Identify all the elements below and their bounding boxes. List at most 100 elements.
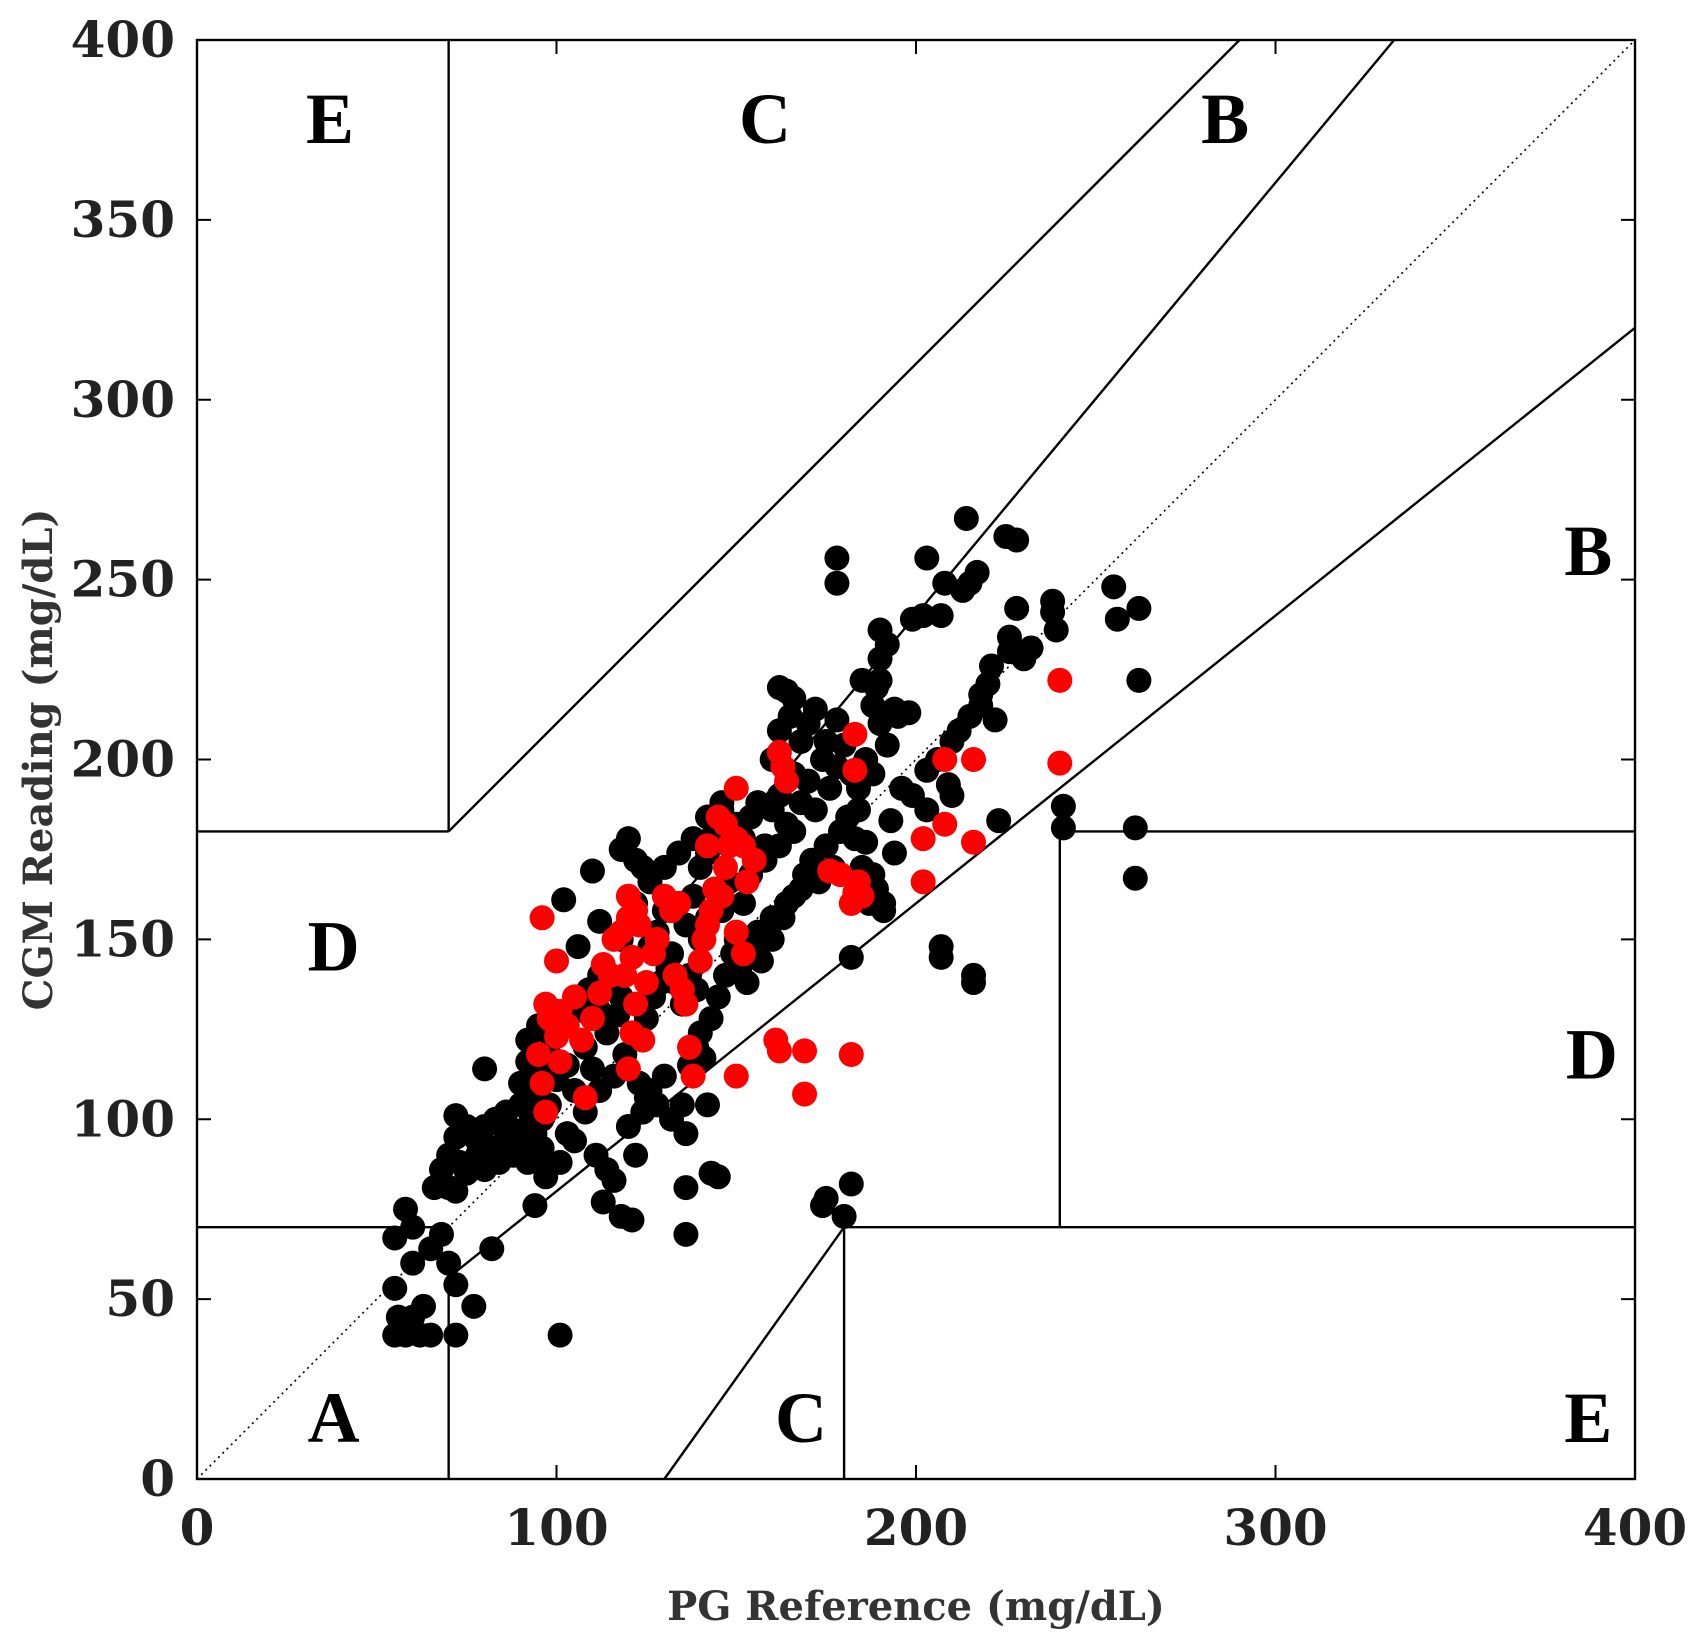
data-point <box>587 980 613 1006</box>
data-point <box>579 858 605 884</box>
data-point <box>709 883 735 909</box>
data-point <box>712 854 738 880</box>
data-point <box>569 1027 595 1053</box>
data-point <box>533 1099 559 1125</box>
data-point <box>428 1221 454 1247</box>
y-tick-label: 300 <box>71 370 175 429</box>
data-point <box>813 1185 839 1211</box>
data-point <box>961 747 987 772</box>
zone-label: B <box>1201 79 1249 159</box>
data-point <box>835 804 861 830</box>
data-point <box>551 887 577 913</box>
data-point <box>766 1038 792 1064</box>
x-tick-label: 400 <box>1583 1498 1687 1557</box>
data-point <box>623 1142 649 1168</box>
y-tick-label: 0 <box>140 1449 175 1508</box>
data-point <box>673 1175 699 1201</box>
data-point <box>910 603 936 629</box>
data-point <box>842 757 868 783</box>
data-point <box>461 1293 487 1319</box>
data-point <box>526 1041 552 1067</box>
data-point <box>694 1092 720 1118</box>
data-point <box>813 729 839 755</box>
y-tick-label: 250 <box>71 550 175 609</box>
data-point <box>479 1236 505 1262</box>
data-point <box>443 1322 469 1348</box>
data-point <box>910 826 936 852</box>
data-point <box>730 890 756 916</box>
data-point <box>623 991 649 1017</box>
data-point <box>547 1322 573 1348</box>
data-point <box>824 570 850 596</box>
data-point <box>705 1164 731 1190</box>
data-point <box>443 1178 469 1204</box>
data-points <box>382 505 1152 1348</box>
data-point <box>382 1225 408 1251</box>
data-point <box>867 646 893 672</box>
data-point <box>608 836 634 862</box>
data-point <box>838 944 864 970</box>
data-point <box>1126 595 1152 621</box>
data-point <box>601 1167 627 1193</box>
data-point <box>472 1056 498 1082</box>
data-point <box>1047 750 1073 776</box>
y-tick-label: 350 <box>71 190 175 249</box>
data-point <box>774 768 800 794</box>
axis-ticks <box>196 39 1636 1480</box>
data-point <box>605 1002 631 1028</box>
data-point <box>802 797 828 823</box>
data-point <box>774 811 800 837</box>
data-point <box>1126 667 1152 693</box>
data-point <box>1043 617 1069 643</box>
data-point <box>579 1006 605 1032</box>
data-point <box>1050 815 1076 841</box>
x-tick-label: 0 <box>180 1498 215 1557</box>
data-point <box>694 833 720 859</box>
data-point <box>953 505 979 531</box>
data-point <box>587 908 613 934</box>
x-tick-label: 300 <box>1223 1498 1327 1557</box>
zone-label: D <box>308 907 360 987</box>
data-point <box>928 944 954 970</box>
data-point <box>547 1049 573 1075</box>
data-point <box>529 1070 555 1096</box>
data-point <box>723 775 749 801</box>
data-point <box>677 1034 703 1060</box>
data-point <box>410 1293 436 1319</box>
data-point <box>705 984 731 1010</box>
data-point <box>849 883 875 909</box>
data-point <box>939 782 965 808</box>
data-point <box>781 883 807 909</box>
zone-label: E <box>306 79 354 159</box>
data-point <box>964 559 990 585</box>
zone-boundary-line <box>447 39 1241 833</box>
data-point <box>871 898 897 924</box>
y-tick-label: 100 <box>71 1089 175 1148</box>
data-point <box>759 926 785 952</box>
zone-label: C <box>775 1378 827 1458</box>
data-point <box>723 919 749 945</box>
data-point <box>687 948 713 974</box>
data-point <box>802 696 828 722</box>
data-point <box>547 1149 573 1175</box>
data-point <box>817 775 843 801</box>
data-point <box>630 1027 656 1053</box>
data-point <box>1122 815 1148 841</box>
data-point <box>500 1117 526 1143</box>
data-point <box>824 545 850 571</box>
data-point <box>770 905 796 931</box>
data-point <box>561 984 587 1010</box>
zone-label: D <box>1566 1014 1618 1094</box>
data-point <box>436 1250 462 1276</box>
y-axis-title: CGM Reading (mg/dL) <box>15 509 62 1011</box>
data-point <box>680 1063 706 1089</box>
data-point <box>666 890 692 916</box>
data-point <box>554 1121 580 1147</box>
data-point <box>838 1041 864 1067</box>
data-point <box>881 840 907 866</box>
data-point <box>579 1056 605 1082</box>
data-point <box>795 768 821 794</box>
data-point <box>914 757 940 783</box>
data-point <box>896 700 922 726</box>
